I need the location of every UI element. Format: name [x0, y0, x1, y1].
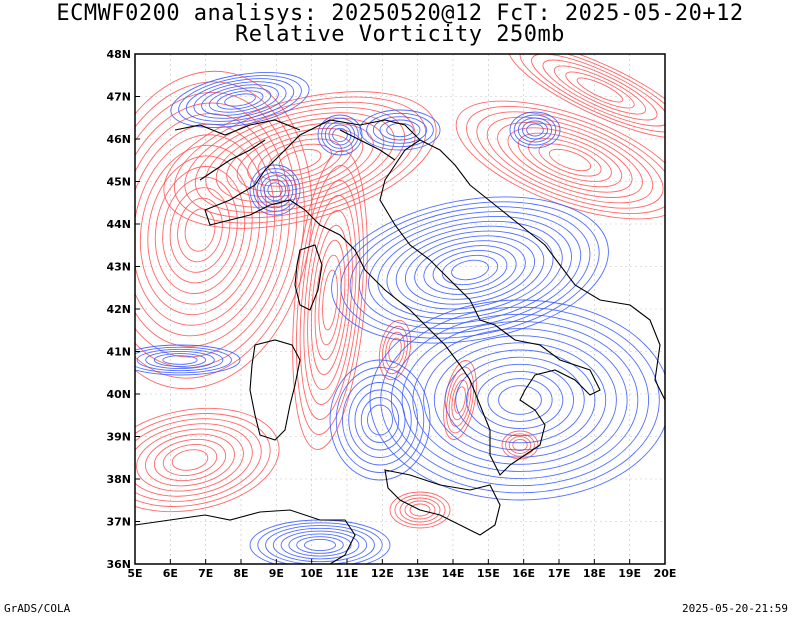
lon-tick-label: 7E [198, 567, 213, 580]
lat-tick-label: 41N [106, 346, 131, 359]
corsica-coastline [294, 244, 323, 311]
lon-tick-label: 5E [127, 567, 142, 580]
lat-lon-grid [135, 54, 665, 564]
map-title-line1: ECMWF0200 analisys: 20250520@12 FcT: 202… [56, 1, 744, 26]
balkan-coastline [419, 139, 665, 401]
lon-tick-label: 19E [618, 567, 641, 580]
lon-tick-label: 14E [442, 567, 465, 580]
lon-tick-label: 16E [512, 567, 535, 580]
lon-tick-label: 10E [300, 567, 323, 580]
lon-tick-label: 15E [477, 567, 500, 580]
italy-coastline [204, 119, 601, 476]
sardinia-coastline [249, 339, 301, 441]
lon-tick-label: 12E [371, 567, 394, 580]
sicily-coastline [384, 469, 501, 536]
lat-tick-label: 42N [106, 303, 131, 316]
lon-tick-label: 11E [336, 567, 359, 580]
longitude-axis: 5E 6E 7E 8E 9E 10E 11E 12E 13E 14E 15E 16E 17E 18E 19E… [127, 559, 676, 580]
lat-tick-label: 47N [106, 91, 131, 104]
lat-tick-label: 48N [106, 48, 131, 61]
lat-tick-label: 36N [106, 558, 131, 571]
lat-tick-label: 46N [106, 133, 131, 146]
negative-vorticity-contours [135, 72, 665, 564]
lat-tick-label: 40N [106, 388, 131, 401]
alps-borders [174, 119, 396, 181]
lat-tick-label: 44N [106, 218, 131, 231]
footer-timestamp: 2025-05-20-21:59 [682, 602, 788, 615]
latitude-axis: 36N 37N 38N 39N 40N 41N 42N 43N 44N 45N 46N 47N 48N [106, 48, 140, 571]
lon-tick-label: 8E [233, 567, 248, 580]
footer-software-label: GrADS/COLA [4, 602, 71, 615]
lat-tick-label: 43N [106, 261, 131, 274]
lon-tick-label: 20E [654, 567, 677, 580]
map-title-line2: Relative Vorticity 250mb [235, 22, 565, 47]
lat-tick-label: 39N [106, 431, 131, 444]
coastlines [135, 119, 665, 564]
lat-tick-label: 37N [106, 516, 131, 529]
lon-tick-label: 9E [269, 567, 284, 580]
lon-tick-label: 13E [406, 567, 429, 580]
lon-tick-label: 18E [583, 567, 606, 580]
lat-tick-label: 45N [106, 176, 131, 189]
lon-tick-label: 6E [163, 567, 178, 580]
lat-tick-label: 38N [106, 473, 131, 486]
lon-tick-label: 17E [548, 567, 571, 580]
africa-coastline [135, 509, 356, 564]
